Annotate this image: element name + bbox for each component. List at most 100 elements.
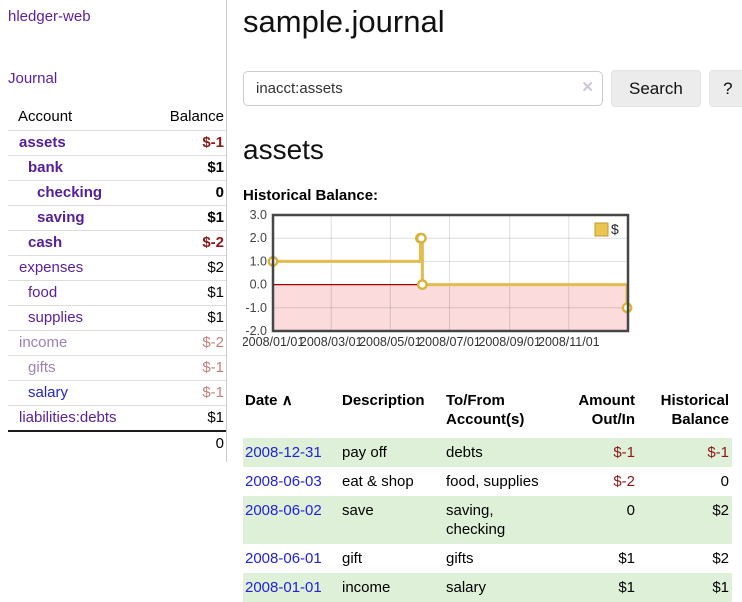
register-header-row: Date ∧ Description To/From Account(s) Am… xyxy=(243,387,732,438)
sidebar-account-link[interactable]: saving xyxy=(37,209,85,226)
transaction-row: 2008-12-31 pay off debts $-1 $-1 xyxy=(243,438,732,467)
accounts-total-row: 0 xyxy=(8,430,226,456)
account-balance: $-2 xyxy=(143,230,226,256)
search-button[interactable]: Search xyxy=(611,70,701,107)
sidebar-account-link[interactable]: checking xyxy=(37,184,103,201)
account-row: food $1 xyxy=(8,280,226,306)
app-title-link[interactable]: hledger-web xyxy=(8,8,91,25)
chart-negative-region xyxy=(273,284,628,331)
account-row: expenses $2 xyxy=(8,255,226,281)
balance-chart: $3.0 2.0 1.0 0.0 -1.0 -2.0 2008/01/01 2008/03/0… xyxy=(242,208,742,365)
account-balance: $-2 xyxy=(143,330,226,356)
account-balance: $1 xyxy=(143,205,226,231)
accounts-table: Account Balance assets $-1 bank $1 checking 0… xyxy=(8,105,226,456)
chart-label: Historical Balance: xyxy=(243,187,379,204)
transaction-amount: $-2 xyxy=(613,473,635,490)
sidebar-account-link[interactable]: income xyxy=(19,334,68,351)
chart-border xyxy=(271,213,630,333)
transaction-date-link[interactable]: 2008-06-01 xyxy=(245,550,322,567)
accounts-header-account: Account xyxy=(18,108,73,125)
account-row: liabilities:debts $1 xyxy=(8,405,226,431)
account-row: bank $1 xyxy=(8,155,226,181)
sidebar-account-link[interactable]: bank xyxy=(28,159,64,176)
register-table: Date ∧ Description To/From Account(s) Am… xyxy=(243,387,732,602)
accounts-header-row: Account Balance xyxy=(8,105,226,131)
page-title: sample.journal xyxy=(243,4,445,39)
col-header-accounts: To/From Account(s) xyxy=(446,392,525,428)
account-row: income $-2 xyxy=(8,330,226,356)
chart-data-point xyxy=(416,232,427,244)
chart-y-tick-label: -2.0 xyxy=(245,324,267,338)
accounts-body: assets $-1 bank $1 checking 0 saving $1 cash $-2 e… xyxy=(8,130,226,456)
search-input[interactable] xyxy=(243,71,603,106)
transaction-row: 2008-06-01 gift gifts $1 $2 xyxy=(243,544,732,573)
transaction-date-link[interactable]: 2008-12-31 xyxy=(245,444,322,461)
journal-link[interactable]: Journal xyxy=(8,70,58,87)
transaction-balance: $1 xyxy=(712,579,729,596)
balance-chart-svg: $3.0 2.0 1.0 0.0 -1.0 -2.02008/01/012008/03/0… xyxy=(242,208,633,349)
account-row: assets $-1 xyxy=(8,130,226,156)
chart-x-tick-label: 2008/05/01 xyxy=(359,335,422,349)
transaction-accounts: gifts xyxy=(446,550,474,567)
chart-y-tick-label: 2.0 xyxy=(250,231,267,245)
transaction-amount: $-1 xyxy=(613,444,635,461)
transaction-row: 2008-01-01 income salary $1 $1 xyxy=(243,573,732,602)
chart-y-tick-label: 3.0 xyxy=(250,210,267,222)
main-content: sample.journal ✕ Search ? assets Histori… xyxy=(227,0,742,602)
chart-legend-swatch xyxy=(594,222,609,237)
account-row: supplies $1 xyxy=(8,305,226,331)
chart-y-tick-label: -1.0 xyxy=(245,301,267,315)
accounts-header-balance: Balance xyxy=(169,108,224,125)
chart-legend-label: $ xyxy=(611,221,619,237)
account-balance: $1 xyxy=(143,405,226,431)
transaction-amount: 0 xyxy=(626,502,635,519)
transaction-balance: $2 xyxy=(712,502,729,519)
sidebar-account-link[interactable]: food xyxy=(28,284,58,301)
col-header-amount: Amount Out/In xyxy=(578,392,635,428)
chart-x-tick-label: 2008/09/01 xyxy=(478,335,541,349)
account-balance: $-1 xyxy=(143,380,226,406)
account-row: checking 0 xyxy=(8,180,226,206)
col-header-date: Date ∧ xyxy=(245,392,293,409)
transaction-description: eat & shop xyxy=(342,473,414,490)
account-balance: $-1 xyxy=(143,355,226,381)
sort-asc-icon: ∧ xyxy=(281,392,293,409)
account-row: saving $1 xyxy=(8,205,226,231)
transaction-accounts: debts xyxy=(446,444,483,461)
chart-x-tick-label: 2008/03/01 xyxy=(300,335,363,349)
sidebar-account-link[interactable]: assets xyxy=(19,134,66,151)
nav-journal: Journal xyxy=(8,70,226,88)
sidebar-account-link[interactable]: salary xyxy=(28,384,69,401)
transaction-accounts: saving, checking xyxy=(446,502,506,538)
transaction-row: 2008-06-03 eat & shop food, supplies $-2 0 xyxy=(243,467,732,496)
transaction-balance: $-1 xyxy=(707,444,729,461)
sidebar-account-link[interactable]: expenses xyxy=(19,259,84,276)
clear-search-icon[interactable]: ✕ xyxy=(581,79,594,96)
transaction-accounts: food, supplies xyxy=(446,473,539,490)
sidebar-account-link[interactable]: liabilities:debts xyxy=(19,409,117,426)
account-balance: $-1 xyxy=(143,130,226,156)
sidebar-account-link[interactable]: cash xyxy=(28,234,63,251)
transaction-date-link[interactable]: 2008-06-02 xyxy=(245,502,322,519)
transaction-accounts: salary xyxy=(446,579,487,596)
chart-data-point xyxy=(416,279,428,291)
register-body: 2008-12-31 pay off debts $-1 $-1 2008-06-03 ea… xyxy=(243,438,732,602)
col-header-description: Description xyxy=(342,392,425,409)
help-button[interactable]: ? xyxy=(708,70,742,107)
sidebar: hledger-web Journal Account Balance asse… xyxy=(0,0,227,462)
search-form: ✕ Search ? xyxy=(243,70,742,107)
chart-x-tick-label: 2008/11/01 xyxy=(538,335,600,349)
sidebar-account-link[interactable]: supplies xyxy=(28,309,84,326)
transaction-row: 2008-06-02 save saving, checking 0 $2 xyxy=(243,496,732,544)
account-balance: 0 xyxy=(143,180,226,206)
transaction-date-link[interactable]: 2008-06-03 xyxy=(245,473,322,490)
chart-x-tick-label: 2008/07/01 xyxy=(418,335,481,349)
transaction-balance: 0 xyxy=(720,473,729,490)
transaction-description: save xyxy=(342,502,374,519)
account-row: cash $-2 xyxy=(8,230,226,256)
search-box: ✕ xyxy=(243,71,603,106)
sidebar-account-link[interactable]: gifts xyxy=(28,359,56,376)
chart-y-tick-label: 0.0 xyxy=(250,278,267,292)
transaction-description: gift xyxy=(342,550,363,567)
chart-y-tick-label: 1.0 xyxy=(250,254,267,268)
